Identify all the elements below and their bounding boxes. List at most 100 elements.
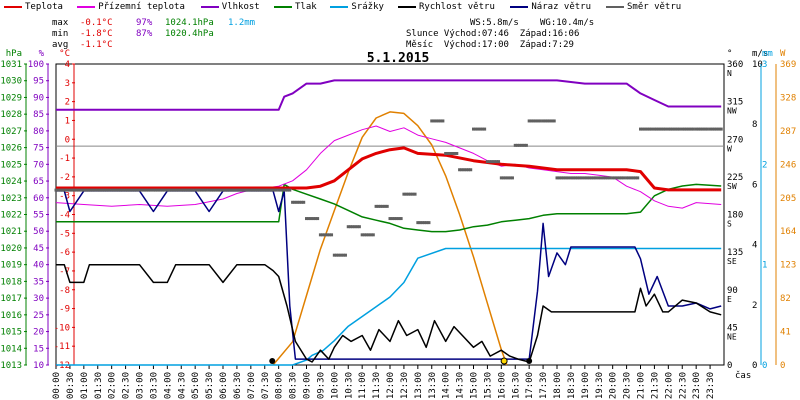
dir-tick-label: 90 xyxy=(727,286,738,296)
wind-direction-mark xyxy=(647,127,651,131)
wind-direction-mark xyxy=(65,188,69,192)
wind-direction-mark xyxy=(462,168,466,172)
x-tick-label: 19:30 xyxy=(595,372,605,399)
legend-label: Rychlost větru xyxy=(419,2,495,12)
wind-direction-mark xyxy=(309,217,313,221)
hpa-tick-label: 1029 xyxy=(0,93,22,103)
wind-direction-mark xyxy=(592,176,596,180)
dir-compass-label: E xyxy=(727,295,732,304)
moon-times: Měsíc Východ:17:00 Západ:7:29 xyxy=(406,40,574,50)
wind-direction-mark xyxy=(504,176,508,180)
wind-direction-mark xyxy=(411,192,415,196)
dir-compass-label: W xyxy=(727,144,732,153)
x-tick-label: 07:30 xyxy=(261,372,271,399)
legend-label: Náraz větru xyxy=(531,2,591,12)
wind-direction-mark xyxy=(170,188,174,192)
wind-direction-mark xyxy=(132,188,136,192)
x-tick-label: 18:00 xyxy=(553,372,563,399)
mm-tick-label: 0 xyxy=(762,361,767,371)
wind-direction-mark xyxy=(566,176,570,180)
wind-direction-mark xyxy=(144,188,148,192)
wind-direction-mark xyxy=(694,127,698,131)
wind-direction-mark xyxy=(146,188,150,192)
wind-direction-mark xyxy=(650,127,654,131)
series-tlak xyxy=(56,183,722,233)
hpa-tick-label: 1018 xyxy=(0,277,22,287)
series-vlhkost xyxy=(56,79,722,111)
wind-direction-mark xyxy=(534,119,538,123)
wind-direction-mark xyxy=(279,188,283,192)
wind-direction-mark xyxy=(348,225,352,229)
wind-direction-mark xyxy=(207,188,211,192)
wind-direction-mark xyxy=(263,188,267,192)
wind-direction-mark xyxy=(585,176,589,180)
wind-direction-mark xyxy=(425,221,429,225)
wind-direction-mark xyxy=(513,143,517,147)
wind-direction-mark xyxy=(622,176,626,180)
wind-direction-mark xyxy=(680,127,684,131)
wind-direction-mark xyxy=(367,233,371,237)
wind-direction-mark xyxy=(590,176,594,180)
pct-axis-title: % xyxy=(39,49,45,59)
wind-direction-mark xyxy=(529,119,533,123)
wind-direction-mark xyxy=(251,188,255,192)
wind-direction-mark xyxy=(232,188,236,192)
wind-direction-mark xyxy=(258,188,262,192)
x-tick-label: 00:00 xyxy=(52,372,62,399)
wind-direction-mark xyxy=(659,127,663,131)
pct-tick-label: 40 xyxy=(33,261,44,271)
x-tick-label: 09:00 xyxy=(303,372,313,399)
wind-direction-mark xyxy=(524,143,528,147)
wind-direction-mark xyxy=(75,188,79,192)
wind-direction-mark xyxy=(444,151,448,155)
wind-direction-mark xyxy=(142,188,146,192)
wind-direction-mark xyxy=(135,188,139,192)
x-tick-label: 11:30 xyxy=(372,372,382,399)
degc-tick-label: -3 xyxy=(59,192,70,202)
mm-tick-label: 1 xyxy=(762,261,767,271)
x-tick-label: 14:00 xyxy=(442,372,452,399)
wind-direction-mark xyxy=(212,188,216,192)
pct-tick-label: 85 xyxy=(33,110,44,120)
wind-direction-mark xyxy=(176,188,180,192)
wind-direction-mark xyxy=(221,188,225,192)
pct-tick-label: 35 xyxy=(33,277,44,287)
dir-tick-label: 315 xyxy=(727,98,743,108)
x-tick-label: 05:00 xyxy=(191,372,201,399)
x-tick-label: 12:00 xyxy=(386,372,396,399)
x-tick-label: 12:30 xyxy=(400,372,410,399)
legend-label: Vlhkost xyxy=(221,2,260,12)
wind-direction-mark xyxy=(218,188,222,192)
wind-direction-mark xyxy=(70,188,74,192)
degc-tick-label: -9 xyxy=(59,305,70,315)
x-tick-label: 01:00 xyxy=(80,372,90,399)
wind-direction-mark xyxy=(466,168,470,172)
wind-direction-mark xyxy=(293,200,297,204)
wind-direction-mark xyxy=(472,127,475,131)
wind-direction-mark xyxy=(163,188,167,192)
wind-direction-mark xyxy=(269,188,273,192)
x-tick-label: 06:30 xyxy=(233,372,243,399)
wind-direction-mark xyxy=(652,127,656,131)
ms-tick-label: 10 xyxy=(752,60,763,70)
x-tick-label: 22:00 xyxy=(664,372,674,399)
wind-direction-mark xyxy=(330,233,334,237)
wind-direction-mark xyxy=(583,176,587,180)
wind-direction-mark xyxy=(409,192,413,196)
wind-direction-mark xyxy=(124,188,128,192)
hpa-tick-label: 1024 xyxy=(0,177,22,187)
dir-tick-label: 45 xyxy=(727,323,738,333)
hpa-tick-label: 1013 xyxy=(0,361,22,371)
wind-direction-mark xyxy=(325,233,329,237)
hpa-tick-label: 1031 xyxy=(0,60,22,70)
wind-direction-mark xyxy=(397,217,401,221)
pct-tick-label: 45 xyxy=(33,244,44,254)
wind-direction-mark xyxy=(497,160,501,164)
wind-direction-mark xyxy=(518,143,522,147)
wind-direction-mark xyxy=(508,176,512,180)
wind-direction-mark xyxy=(154,188,158,192)
wind-direction-mark xyxy=(490,160,494,164)
chart-title: 5.1.2015 xyxy=(367,51,430,66)
wind-direction-mark xyxy=(100,188,104,192)
